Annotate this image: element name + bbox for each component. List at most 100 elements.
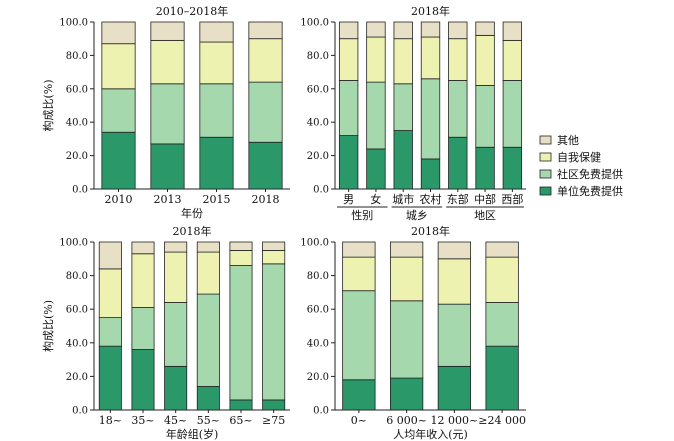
bar-segment-self-3 (420, 36, 441, 80)
bar-segment-self-1 (150, 39, 185, 85)
bar-segment-self-1 (389, 256, 424, 302)
bar-segment-self-2 (164, 251, 188, 303)
chart-title: 2010–2018年 (156, 4, 229, 18)
chart-panels: 2010–2018年 0.0 20.0 40.0 60.0 80.0 100.0 构成比(%)… (41, 4, 526, 441)
bar-segment-community-2 (437, 303, 472, 367)
y-tick-label: 100.0 (59, 238, 88, 249)
y-tick-label: 40.0 (307, 118, 329, 129)
legend-swatch-other (539, 135, 552, 145)
bar-segment-other-3 (248, 21, 283, 40)
bar-segment-community-0 (338, 80, 359, 136)
y-tick-label: 60.0 (307, 84, 329, 95)
chart-panel-years: 2010–2018年 0.0 20.0 40.0 60.0 80.0 100.0 构成比(%)… (41, 4, 290, 220)
bar-segment-other-1 (366, 21, 386, 38)
x-tick-label: 6 000~ (386, 414, 427, 427)
legend-swatch-employer (539, 186, 552, 196)
bar-segment-employer-1 (389, 377, 424, 411)
bar-segment-employer-0 (342, 379, 376, 411)
bar-segment-self-0 (101, 43, 136, 90)
bar-segment-self-1 (131, 253, 155, 308)
bar-segment-self-2 (199, 41, 234, 85)
bar-segment-other-5 (262, 241, 286, 251)
bar-segment-employer-5 (262, 399, 286, 411)
x-tick-label: 2018 (252, 193, 280, 206)
bar-segment-other-1 (131, 241, 155, 255)
bar-segment-other-3 (485, 241, 519, 258)
y-tick-label: 60.0 (66, 84, 88, 95)
chart-panel-demographics: 2018年 0.0 20.0 40.0 60.0 80.0 100.0 男 女城市 农村 东部 中部西… (300, 4, 526, 222)
bar-segment-community-3 (420, 78, 441, 160)
legend-label: 其他 (557, 134, 579, 147)
group-label: 城乡 (406, 209, 428, 222)
bar-segment-community-5 (475, 85, 495, 148)
bar-segment-other-6 (502, 21, 523, 41)
x-tick-label: 女 (370, 192, 381, 206)
bar-segment-community-1 (366, 81, 386, 150)
y-tick-label: 0.0 (72, 406, 88, 417)
y-tick-label: 40.0 (66, 338, 88, 349)
chart-title: 2018年 (411, 4, 450, 18)
bar-segment-employer-4 (229, 399, 253, 411)
x-tick-label: 2010 (105, 193, 133, 206)
x-tick-label: 0~ (351, 414, 367, 427)
x-tick-label: ≥24 000 (478, 414, 526, 427)
x-tick-label: 农村 (420, 192, 442, 206)
legend-swatch-self (539, 152, 552, 162)
bar-segment-other-2 (437, 241, 472, 260)
bar-segment-other-5 (475, 21, 495, 36)
bar-segment-other-4 (448, 21, 468, 40)
bar-segment-employer-4 (448, 136, 468, 190)
y-tick-label: 80.0 (307, 51, 329, 62)
legend-swatch-community (539, 169, 552, 179)
y-tick-label: 0.0 (72, 185, 88, 196)
bar-segment-other-3 (196, 241, 220, 253)
bar-segment-other-2 (164, 241, 188, 253)
bar-segment-self-0 (338, 38, 359, 81)
bar-segment-self-1 (366, 36, 386, 83)
y-tick-label: 100.0 (300, 18, 329, 29)
x-tick-label: 12 000~ (431, 414, 479, 427)
bar-segment-self-5 (262, 249, 286, 265)
group-label: 地区 (474, 209, 496, 222)
bar-segment-other-1 (150, 21, 185, 41)
bar-segment-self-0 (98, 268, 122, 319)
y-tick-label: 60.0 (307, 305, 329, 316)
bar-segment-community-1 (150, 83, 185, 145)
bar-segment-self-3 (485, 256, 519, 303)
bar-segment-other-0 (338, 21, 359, 40)
bar-segment-employer-3 (420, 158, 441, 190)
x-tick-label: 65~ (229, 414, 252, 427)
bar-segment-self-5 (475, 34, 495, 86)
y-tick-label: 60.0 (66, 305, 88, 316)
bar-segment-employer-0 (98, 345, 122, 411)
bar-segment-community-3 (248, 81, 283, 143)
bar-segment-self-2 (393, 38, 413, 85)
chart-panel-income: 2018年 0.0 20.0 40.0 60.0 80.0 100.0 0~ 6 000~ 12 … (300, 224, 526, 441)
x-tick-label: 西部 (501, 192, 523, 206)
y-tick-label: 20.0 (66, 151, 88, 162)
bar-segment-employer-2 (437, 365, 472, 411)
x-tick-label: 2013 (154, 193, 182, 206)
bar-segment-community-4 (229, 265, 253, 401)
bar-segment-self-4 (229, 249, 253, 266)
bar-segment-other-1 (389, 241, 424, 258)
bar-segment-employer-0 (101, 131, 136, 190)
bar-segment-employer-1 (366, 148, 386, 190)
x-tick-label: 2015 (203, 193, 231, 206)
bar-segment-employer-2 (393, 130, 413, 190)
y-tick-label: 20.0 (66, 372, 88, 383)
bar-segment-other-0 (342, 241, 376, 258)
bar-segment-employer-2 (164, 365, 188, 411)
chart-title: 2018年 (173, 224, 212, 238)
bar-segment-self-0 (342, 256, 376, 292)
bar-segment-community-1 (131, 307, 155, 350)
bar-segment-community-2 (393, 83, 413, 131)
y-tick-label: 20.0 (307, 151, 329, 162)
y-tick-label: 40.0 (66, 118, 88, 129)
x-tick-label: ≥75 (262, 414, 285, 427)
legend-label: 社区免费提供 (557, 167, 623, 181)
x-axis-label: 年份 (181, 206, 203, 220)
group-label: 性别 (351, 208, 373, 222)
